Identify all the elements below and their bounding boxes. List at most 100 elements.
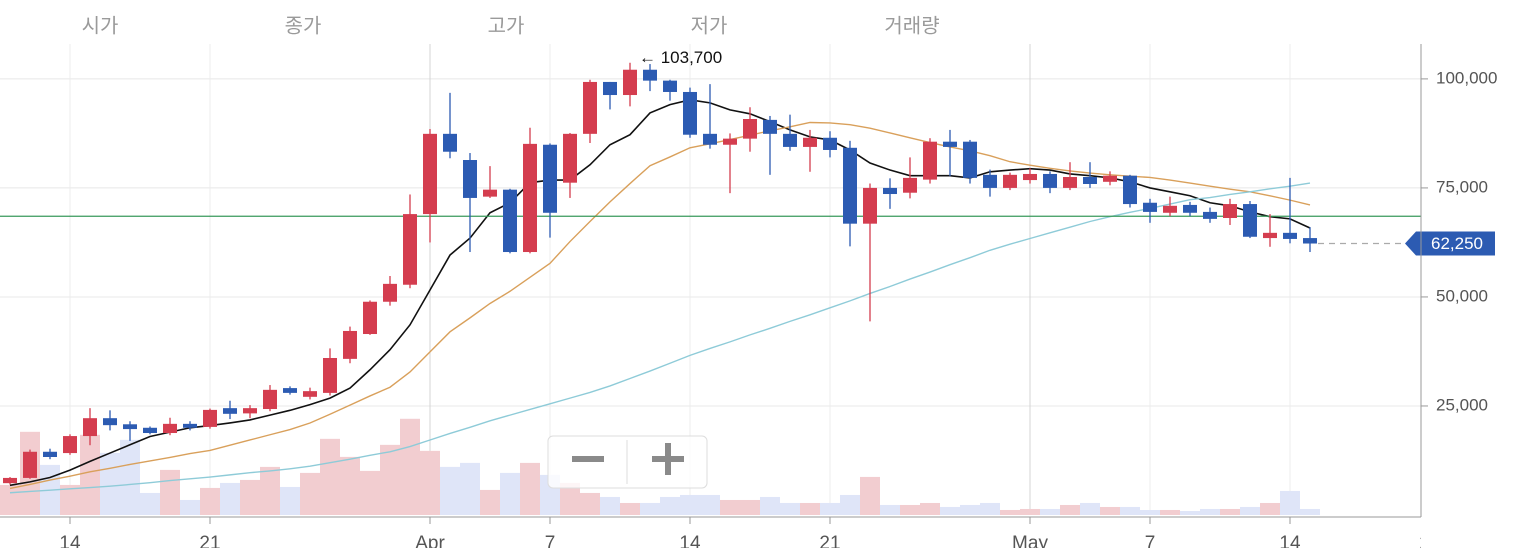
moving-average-line [9, 121, 1311, 490]
series-label: 종가 [285, 14, 322, 37]
volume-bar [800, 502, 820, 515]
x-tick-label: May [1012, 533, 1048, 548]
candle-body [703, 133, 717, 145]
volume-bar [380, 444, 400, 515]
candle-layer [3, 62, 1317, 485]
volume-bar [700, 494, 720, 515]
zoom-control[interactable] [547, 435, 708, 489]
volume-bar [260, 466, 280, 515]
candle-body [843, 147, 857, 224]
volume-bar [1180, 510, 1200, 515]
volume-bar [1220, 508, 1240, 515]
candle-body [343, 330, 357, 359]
x-tick-label: 14 [1279, 533, 1301, 548]
candle-body [1263, 232, 1277, 239]
candle-body [1043, 173, 1057, 188]
candle-body [363, 301, 377, 335]
volume-bar [460, 462, 480, 515]
candle-body [523, 143, 537, 253]
volume-bar [1100, 506, 1120, 515]
candle-body [923, 141, 937, 180]
volume-bar [760, 496, 780, 515]
volume-bar [680, 494, 700, 515]
candle-body [423, 133, 437, 215]
x-tick-label: Apr [415, 533, 445, 548]
volume-bar [660, 496, 680, 515]
candle-body [723, 138, 737, 145]
series-label: 시가 [82, 14, 119, 37]
candle-body [583, 81, 597, 134]
candle-body [1223, 204, 1237, 219]
candle-body [783, 133, 797, 147]
series-label: 저가 [691, 14, 728, 37]
candle-body [1303, 238, 1317, 244]
volume-bar [60, 484, 80, 515]
candle-body [983, 174, 997, 188]
volume-bar [1060, 504, 1080, 515]
volume-bar [320, 438, 340, 515]
candle-body [743, 119, 757, 139]
volume-bar [620, 502, 640, 515]
candle-body [3, 477, 17, 484]
candle-body [223, 408, 237, 414]
candle-body [863, 187, 877, 224]
max-annotation: ← 103,700 [639, 48, 722, 67]
volume-bar [980, 502, 1000, 515]
candle-body [543, 144, 557, 213]
candle-body [803, 137, 817, 147]
volume-bar [1200, 508, 1220, 515]
candle-body [563, 133, 577, 183]
candle-body [623, 69, 637, 96]
volume-bar [360, 470, 380, 515]
volume-bar [120, 439, 140, 515]
volume-bar [600, 496, 620, 515]
candle-body [1163, 205, 1177, 213]
volume-bar [720, 499, 740, 515]
axes: 25,000 50,000 75,000 100,000 [0, 44, 1497, 518]
candle-body [1123, 175, 1137, 205]
candle-body [203, 409, 217, 427]
volume-bar [1140, 509, 1160, 515]
candle-body [1103, 175, 1117, 182]
candle-body [683, 91, 697, 135]
candle-body [243, 408, 257, 414]
volume-bar [1280, 490, 1300, 515]
candle-body [123, 424, 137, 430]
volume-bar [960, 504, 980, 515]
volume-bar [1020, 508, 1040, 515]
zoom-out-button[interactable] [572, 456, 604, 462]
volume-bar [480, 489, 500, 515]
candle-body [1063, 177, 1077, 188]
volume-bar [820, 502, 840, 515]
volume-bar [1160, 509, 1180, 515]
volume-bar [940, 506, 960, 515]
volume-bar [920, 502, 940, 515]
candle-body [443, 133, 457, 152]
volume-bar [640, 502, 660, 515]
moving-average-line [9, 182, 1311, 494]
volume-bar [900, 504, 920, 515]
volume-bar [580, 492, 600, 515]
volume-bar [740, 499, 760, 515]
candle-body [43, 451, 57, 457]
candle-body [283, 388, 297, 393]
volume-bar [880, 504, 900, 515]
x-tick-label: 14 [59, 533, 81, 548]
candle-body [1283, 232, 1297, 239]
y-tick-label: 100,000 [1436, 68, 1497, 87]
volume-bar [240, 479, 260, 515]
volume-bar [1080, 502, 1100, 515]
candle-body [303, 391, 317, 397]
y-tick-label: 75,000 [1436, 177, 1488, 196]
candle-body [643, 69, 657, 81]
last-price-label: 62,250 [1431, 234, 1483, 253]
volume-bar [520, 462, 540, 515]
series-label: 고가 [488, 14, 525, 37]
x-tick-label: 7 [545, 533, 556, 548]
moving-average-layer [0, 99, 1421, 494]
candle-body [1243, 204, 1257, 237]
candle-body [483, 189, 497, 197]
candle-body [83, 418, 97, 437]
zoom-in-button[interactable] [665, 443, 671, 475]
candle-body [23, 451, 37, 478]
